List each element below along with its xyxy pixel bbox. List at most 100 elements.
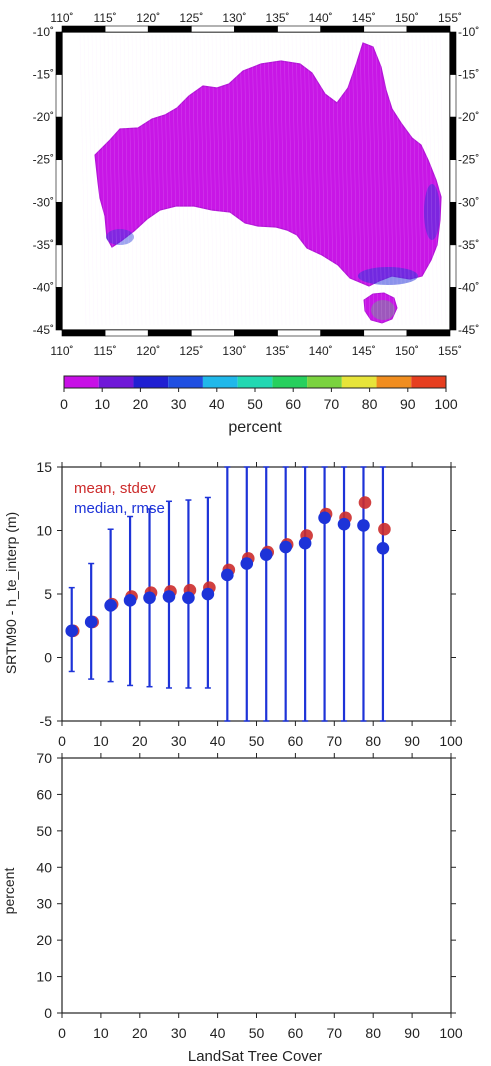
tasmania xyxy=(363,292,398,324)
satellite-track-line xyxy=(439,34,447,326)
satellite-track-line xyxy=(435,34,443,326)
satellite-track-line xyxy=(303,34,311,326)
colorbar-segments xyxy=(63,375,447,389)
colorbar-tick-label: 80 xyxy=(362,396,378,412)
map-left-lat-label: -45˚ xyxy=(33,323,54,337)
east-coast-forest-band xyxy=(424,184,440,240)
scatter-panel: 0 10 20 30 40 50 60 70 80 90 100 -5 0 5 10 15 mean, std… xyxy=(3,459,463,749)
satellite-track-line xyxy=(171,34,179,326)
colorbar-tick-label: 10 xyxy=(94,396,110,412)
histogram-panel: 0 10 20 30 40 50 60 70 80 90 100 0 10 20 30 40 50 60 70 pe… xyxy=(1,750,463,1065)
histogram-x-tick-label: 50 xyxy=(249,1025,265,1041)
map-top-lon-label: 115˚ xyxy=(94,11,117,25)
satellite-track-line xyxy=(355,34,363,326)
map-top-lon-label: 125˚ xyxy=(179,11,203,25)
histogram-y-tick-label: 50 xyxy=(36,823,52,839)
scatter-y-label: SRTM90 - h_te_interp (m) xyxy=(3,512,19,674)
map-top-scale-segment xyxy=(406,25,451,33)
southeast-forest-band xyxy=(358,267,418,285)
median-rmse-point xyxy=(318,511,331,525)
map-right-lat-label: -45˚ xyxy=(458,323,479,337)
map-top-scale-segment xyxy=(234,25,278,33)
scatter-x-tick-label: 70 xyxy=(327,733,343,749)
scatter-y-tick-label: -5 xyxy=(40,713,53,729)
map-left-lat-label: -20˚ xyxy=(33,110,54,124)
map-top-lon-label: 145˚ xyxy=(352,11,376,25)
satellite-track-line xyxy=(391,34,399,326)
histogram-y-tick-label: 60 xyxy=(36,786,52,802)
satellite-track-line xyxy=(211,34,219,326)
map-panel: 110˚ 110˚ 115˚ 115˚ 120˚ 120˚ 125˚ 125˚ 130˚ 130˚… xyxy=(33,11,480,358)
map-right-scale-segment xyxy=(449,31,457,75)
histogram-x-tick-label: 100 xyxy=(439,1025,463,1041)
satellite-track-line xyxy=(251,34,259,326)
map-right-scale-segment xyxy=(449,159,457,203)
satellite-track-line xyxy=(283,34,291,326)
map-bottom-scale-segment xyxy=(234,329,278,337)
satellite-track-line xyxy=(347,34,355,326)
satellite-track-line xyxy=(335,34,343,326)
map-top-lon-label: 130˚ xyxy=(222,11,246,25)
histogram-y-tick-label: 0 xyxy=(44,1005,52,1021)
satellite-track-line xyxy=(403,34,411,326)
map-labels: 110˚ 110˚ 115˚ 115˚ 120˚ 120˚ 125˚ 125˚ 130˚ 130˚… xyxy=(33,11,480,358)
satellite-track-line xyxy=(123,34,131,326)
satellite-track-line xyxy=(119,34,127,326)
map-right-lat-label: -25˚ xyxy=(458,153,479,167)
satellite-track-line xyxy=(231,34,239,326)
map-left-lat-label: -30˚ xyxy=(33,195,54,209)
satellite-track-line xyxy=(99,34,107,326)
colorbar-tick-label: 70 xyxy=(324,396,340,412)
map-left-scale-segment xyxy=(55,244,63,288)
median-rmse-point xyxy=(240,557,254,570)
satellite-track-line xyxy=(295,34,303,326)
hist-y-label: percent xyxy=(1,868,17,915)
histogram-y-tick-label: 70 xyxy=(36,750,52,766)
colorbar-segment xyxy=(168,376,203,388)
map-top-lon-label: 150˚ xyxy=(395,11,419,25)
colorbar-segment xyxy=(376,376,412,388)
scatter-x-tick-label: 0 xyxy=(58,733,66,749)
colorbar-tick-label: 30 xyxy=(171,396,187,412)
median-rmse-point xyxy=(221,568,234,582)
satellite-track-line xyxy=(279,34,287,326)
map-right-lat-label: -20˚ xyxy=(458,110,479,124)
map-top-lon-label: 155˚ xyxy=(438,11,462,25)
satellite-track-line xyxy=(135,34,143,326)
map-top-scale-segment xyxy=(104,25,149,33)
histogram-x-tick-label: 60 xyxy=(288,1025,304,1041)
satellite-track-line xyxy=(111,34,119,326)
map-top-scale-segment xyxy=(320,25,365,33)
satellite-track-line xyxy=(323,34,331,326)
satellite-track-line xyxy=(255,34,263,326)
colorbar-label: percent xyxy=(228,419,282,436)
map-bottom-scale-segment xyxy=(363,329,408,337)
colorbar-segment xyxy=(307,376,342,388)
satellite-track-line xyxy=(87,34,95,326)
satellite-track-line xyxy=(363,34,371,326)
map-bottom-scale-segment xyxy=(147,329,192,337)
map-bottom-lon-label: 145˚ xyxy=(352,344,376,358)
colorbar-tick-label: 100 xyxy=(434,396,458,412)
histogram-x-tick-label: 70 xyxy=(327,1025,343,1041)
satellite-track-line xyxy=(431,34,439,326)
satellite-track-line xyxy=(223,34,231,326)
colorbar-tick-label: 0 xyxy=(60,396,68,412)
scatter-x-tick-label: 60 xyxy=(288,733,304,749)
histogram-y-tick-label: 10 xyxy=(36,969,52,985)
map-left-scale-segment xyxy=(55,287,63,331)
satellite-track-line xyxy=(263,34,271,326)
map-right-scale-segment xyxy=(449,287,457,331)
satellite-track-line xyxy=(167,34,175,326)
satellite-track-line xyxy=(383,34,391,326)
median-rmse-point xyxy=(123,594,137,607)
satellite-track-line xyxy=(291,34,299,326)
satellite-track-line xyxy=(163,34,171,326)
median-rmse-point xyxy=(143,591,156,605)
colorbar-tick-label: 60 xyxy=(285,396,301,412)
map-bottom-lon-label: 140˚ xyxy=(309,344,333,358)
satellite-track-line xyxy=(143,34,151,326)
satellite-track-line xyxy=(195,34,203,326)
histogram-axes: 0 10 20 30 40 50 60 70 80 90 100 0 10 20 30 40 50 60 70 xyxy=(36,750,462,1041)
